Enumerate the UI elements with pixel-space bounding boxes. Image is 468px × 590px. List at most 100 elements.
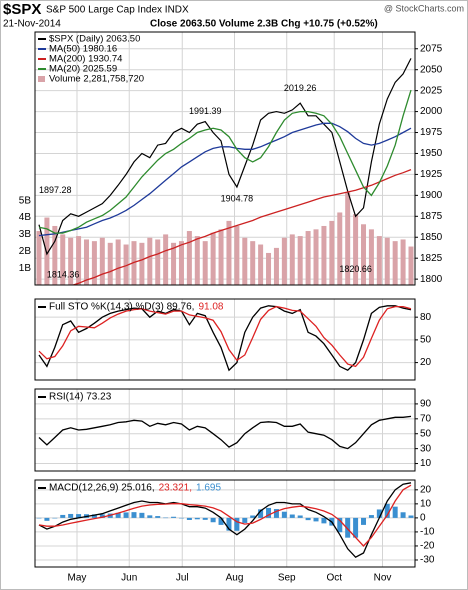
- y-tick-label: 80: [420, 312, 432, 323]
- legend-label: 91.08: [198, 302, 223, 313]
- y2-tick-label: 3B: [19, 229, 32, 240]
- bar: [289, 234, 295, 285]
- bar: [52, 225, 58, 285]
- bar: [376, 236, 382, 285]
- bar: [147, 515, 153, 518]
- bar: [202, 241, 208, 285]
- legend-label: Full STO %K(14,3) %D(3) 89.76,: [49, 302, 194, 313]
- bar: [60, 514, 66, 518]
- y-tick-label: 10: [420, 458, 432, 469]
- bar: [281, 511, 287, 518]
- legend-label: $SPX (Daily) 2063.50: [49, 34, 140, 45]
- legend-label: MA(20) 2025.59: [49, 64, 117, 75]
- x-tick-label: Oct: [326, 573, 342, 584]
- bar: [91, 514, 97, 518]
- bar: [218, 517, 224, 525]
- bar: [273, 247, 279, 285]
- series-line: [38, 305, 412, 368]
- series-line: [38, 482, 412, 559]
- y-tick-label: 30: [420, 443, 432, 454]
- panel-frame: [34, 298, 416, 381]
- legend-label: MACD(12,26,9) 25.016,: [49, 483, 155, 494]
- series-line: [38, 89, 412, 234]
- bar: [400, 239, 406, 285]
- bar: [186, 517, 192, 520]
- bar: [60, 234, 66, 285]
- bar: [36, 231, 42, 285]
- bar: [44, 217, 50, 285]
- y-tick-label: 90: [420, 399, 432, 410]
- bar: [76, 236, 82, 285]
- bar: [107, 242, 113, 285]
- y-tick-label: 1975: [420, 127, 443, 138]
- bar: [368, 515, 374, 518]
- bar: [99, 514, 105, 518]
- y-tick-label: 1850: [420, 232, 443, 243]
- bar: [242, 237, 248, 285]
- x-tick-label: May: [68, 573, 87, 584]
- y-tick-label: 1875: [420, 211, 443, 222]
- x-tick-label: Aug: [226, 573, 244, 584]
- bar: [353, 517, 359, 538]
- y-tick-label: 2075: [420, 43, 443, 54]
- bar: [163, 517, 169, 519]
- series-line: [38, 484, 412, 547]
- bar: [313, 229, 319, 285]
- date: 21-Nov-2014: [3, 19, 61, 30]
- bar: [400, 512, 406, 518]
- bar: [36, 517, 42, 519]
- bar: [234, 225, 240, 285]
- bar: [139, 512, 145, 518]
- bar: [266, 507, 272, 518]
- legend-label: MA(200) 1930.74: [49, 54, 122, 65]
- y-tick-label: 70: [420, 413, 432, 424]
- bar: [234, 517, 240, 531]
- bar: [52, 517, 58, 519]
- bar: [123, 244, 129, 285]
- bar: [218, 229, 224, 285]
- bar: [289, 514, 295, 518]
- bar: [242, 517, 248, 523]
- legend-label: Volume 2,281,758,720: [49, 74, 144, 85]
- bar: [313, 517, 319, 522]
- y2-tick-label: 4B: [19, 212, 32, 223]
- bar: [392, 506, 398, 518]
- bar: [337, 517, 343, 533]
- y2-tick-label: 1B: [19, 263, 32, 274]
- symbol: $SPX: [3, 1, 41, 18]
- bar: [171, 516, 177, 518]
- security-name: S&P 500 Large Cap Index INDX: [46, 5, 189, 16]
- bar: [384, 503, 390, 518]
- bar: [171, 242, 177, 285]
- bar: [273, 509, 279, 518]
- bar: [194, 517, 200, 520]
- bar: [392, 241, 398, 285]
- bar: [115, 239, 121, 285]
- bar: [194, 236, 200, 285]
- bar: [250, 241, 256, 285]
- x-tick-label: Jun: [121, 573, 137, 584]
- bar: [44, 517, 50, 521]
- x-tick-label: Nov: [374, 573, 392, 584]
- bar: [258, 244, 264, 285]
- panel-frame: [34, 479, 416, 568]
- bar: [408, 246, 414, 285]
- bar: [186, 231, 192, 285]
- legend-label: RSI(14) 73.23: [49, 392, 112, 403]
- bar: [361, 224, 367, 285]
- bar: [178, 241, 184, 285]
- bar: [210, 517, 216, 523]
- bar: [178, 517, 184, 519]
- y-tick-label: 2050: [420, 64, 443, 75]
- y-tick-label: 20: [420, 484, 432, 495]
- annotation: 2019.26: [284, 83, 317, 93]
- bar: [76, 514, 82, 518]
- bar: [226, 220, 232, 285]
- bar: [305, 231, 311, 285]
- bar: [345, 192, 351, 285]
- bar: [139, 242, 145, 285]
- bar: [361, 517, 367, 525]
- series-line: [71, 168, 412, 285]
- bar: [376, 509, 382, 518]
